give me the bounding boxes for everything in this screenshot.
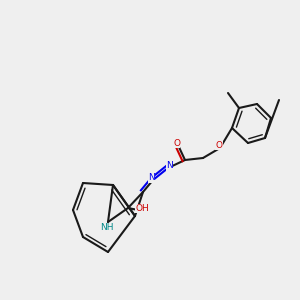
Text: N: N xyxy=(166,161,173,170)
Text: NH: NH xyxy=(100,224,113,232)
Text: OH: OH xyxy=(136,204,150,213)
Text: O: O xyxy=(216,140,223,149)
Text: N: N xyxy=(148,173,155,182)
Text: O: O xyxy=(173,139,180,148)
